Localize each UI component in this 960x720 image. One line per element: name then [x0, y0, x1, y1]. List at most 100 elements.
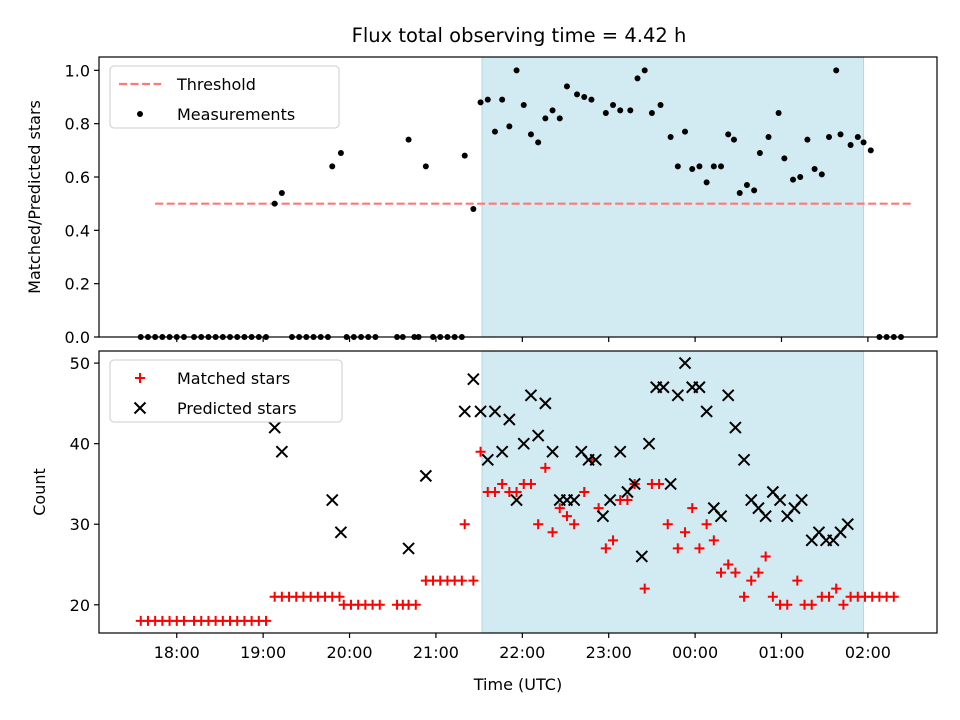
measurement-point [657, 102, 664, 108]
measurement-point [470, 206, 477, 212]
x-tick-label: 02:00 [845, 643, 891, 662]
matched-star-point [767, 591, 778, 602]
measurement-point [730, 136, 737, 143]
predicted-star-point [635, 550, 649, 563]
predicted-star-point [642, 437, 656, 450]
measurement-point [833, 67, 840, 74]
measurement-point [499, 96, 506, 103]
matched-star-point [456, 575, 467, 586]
measurement-point [634, 75, 641, 82]
measurement-point [775, 110, 782, 116]
measurement-point [627, 107, 634, 114]
measurement-point [549, 107, 556, 114]
top-panel: 0.0 0.2 0.4 0.6 0.8 1.0 Matched/Predicted star… [25, 56, 938, 347]
predicted-star-point [517, 437, 530, 450]
predicted-star-point [503, 413, 516, 426]
matched-star-point [831, 583, 842, 594]
measurement-point [667, 134, 674, 140]
chart-title: Flux total observing time = 4.42 h [352, 24, 687, 47]
predicted-star-point [510, 493, 523, 507]
predicted-star-point [603, 493, 617, 507]
legend-label: Threshold [176, 75, 256, 94]
measurement-point [542, 115, 549, 122]
measurement-point [506, 123, 513, 130]
predicted-star-point [664, 477, 677, 491]
predicted-star-point [481, 453, 494, 466]
matched-star-point [746, 575, 757, 586]
legend-label: Matched stars [177, 369, 290, 388]
matched-star-point [497, 478, 508, 489]
measurement-point [461, 152, 468, 159]
matched-star-point [708, 535, 719, 546]
measurement-point [477, 99, 484, 106]
matched-star-point [716, 567, 727, 578]
measurement-point [837, 131, 844, 138]
legend-box [109, 65, 340, 129]
matched-star-point [792, 575, 803, 586]
predicted-star-point [628, 477, 641, 491]
measurement-point [818, 171, 825, 178]
measurement-point [674, 163, 681, 170]
predicted-star-point [467, 372, 480, 386]
measurement-point [610, 102, 617, 108]
predicted-star-point [614, 445, 627, 458]
measurement-point [703, 179, 710, 186]
matched-star-point [739, 591, 750, 602]
matched-star-point [687, 503, 698, 514]
measurement-point [797, 174, 804, 180]
measurement-point [617, 107, 624, 114]
measurement-point [337, 150, 344, 156]
measurement-point [826, 134, 833, 140]
measurement-point [527, 131, 534, 138]
matched-star-point [824, 591, 835, 602]
measurement-point [736, 190, 743, 196]
y-tick-label: 30 [70, 515, 90, 534]
measurement-point [765, 134, 772, 140]
measurement-point [847, 142, 854, 148]
matched-star-point [475, 446, 486, 457]
measurement-point [581, 94, 588, 100]
matched-star-point [760, 551, 771, 562]
y-tick-label: 40 [70, 435, 90, 454]
matched-star-point [261, 615, 272, 626]
measurement-point [556, 115, 563, 122]
matched-star-point [694, 543, 705, 554]
predicted-star-point [488, 405, 502, 418]
measurement-point [563, 83, 570, 90]
highlight-span [482, 351, 864, 633]
matched-star-point [540, 462, 551, 473]
x-tick-label: 21:00 [413, 643, 459, 662]
x-tick-label: 22:00 [499, 643, 545, 662]
predicted-star-point [495, 445, 509, 458]
measurement-point [854, 134, 861, 140]
measurement-point [574, 91, 581, 98]
measurement-point [588, 96, 595, 103]
matched-star-point [782, 599, 793, 610]
predicted-star-point [589, 453, 602, 466]
measurement-point [271, 200, 278, 207]
measurement-point [696, 163, 703, 170]
measurement-point [648, 110, 655, 116]
measurement-point [484, 96, 491, 103]
x-tick-label: 01:00 [758, 643, 804, 662]
y-tick-label: 0.6 [65, 168, 90, 187]
matched-star-point [600, 543, 611, 554]
matched-star-point [533, 519, 544, 530]
legend-label: Predicted stars [177, 399, 297, 418]
y-axis-label: Count [30, 468, 49, 516]
measurement-point [710, 163, 717, 170]
predicted-star-point [773, 493, 787, 507]
matched-star-point [579, 487, 590, 497]
measurement-point [743, 182, 750, 188]
measurement-point [790, 176, 797, 183]
predicted-star-point [419, 469, 433, 483]
matched-star-point [672, 543, 683, 554]
predicted-star-point [841, 518, 854, 531]
highlight-span [482, 57, 864, 337]
matched-star-point [730, 567, 741, 578]
matched-star-point [608, 535, 619, 546]
y-tick-label: 0.4 [65, 221, 90, 240]
matched-star-point [547, 527, 558, 538]
predicted-star-point [729, 421, 742, 434]
